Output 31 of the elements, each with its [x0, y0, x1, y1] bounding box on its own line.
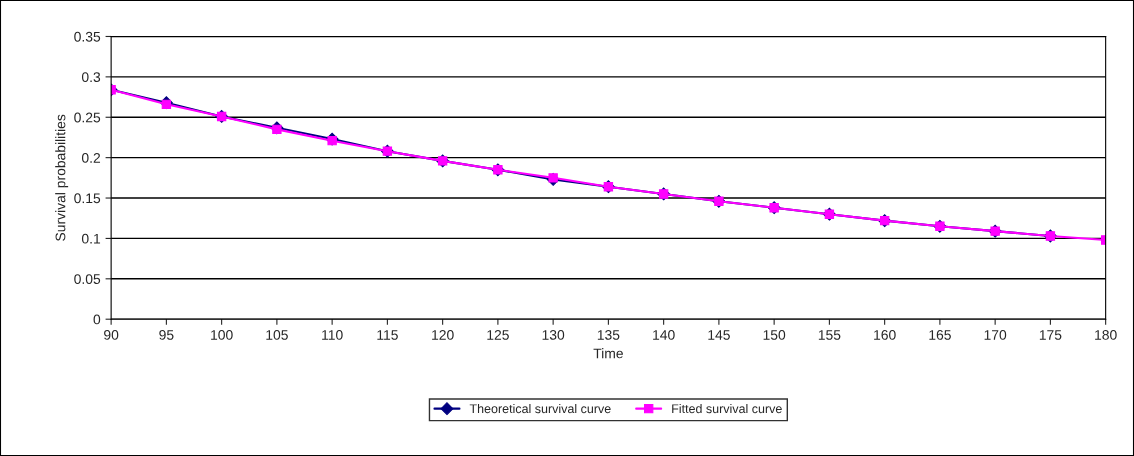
y-tick-label: 0.25 [74, 112, 101, 123]
x-tick-label: 175 [1039, 330, 1062, 340]
y-axis-title: Survival probabilities [55, 114, 69, 241]
y-tick-label: 0.35 [74, 31, 101, 42]
x-tick-label: 130 [542, 329, 565, 340]
x-tick-label: 180 [1095, 329, 1117, 340]
y-tick-label: 0.2 [81, 152, 101, 163]
legend-label: Fitted survival curve [672, 403, 782, 414]
x-tick-label: 140 [653, 329, 675, 340]
y-tick-label: 0.15 [74, 193, 101, 204]
x-axis-title: Time [593, 348, 623, 359]
x-tick-label: 115 [377, 330, 398, 340]
x-tick-label: 95 [159, 329, 174, 340]
y-tick-label: 0.3 [81, 72, 101, 83]
x-tick-label: 155 [818, 330, 841, 340]
x-tick-label: 170 [984, 329, 1007, 340]
y-tick-label: 0.05 [74, 274, 101, 284]
legend-label: Theoretical survival curve [469, 403, 611, 414]
x-tick-label: 100 [211, 329, 233, 340]
x-tick-label: 125 [487, 329, 509, 340]
x-tick-label: 135 [597, 329, 620, 340]
x-tick-label: 165 [929, 329, 951, 340]
x-tick-label: 120 [432, 329, 454, 340]
x-tick-label: 150 [763, 329, 786, 340]
x-tick-label: 145 [708, 330, 730, 340]
x-tick-label: 160 [874, 329, 896, 340]
y-tick-label: 0.1 [81, 233, 101, 244]
y-tick-label: 0 [93, 314, 101, 325]
x-tick-label: 90 [104, 329, 119, 340]
x-tick-label: 105 [266, 329, 288, 340]
x-tick-label: 110 [322, 329, 343, 340]
